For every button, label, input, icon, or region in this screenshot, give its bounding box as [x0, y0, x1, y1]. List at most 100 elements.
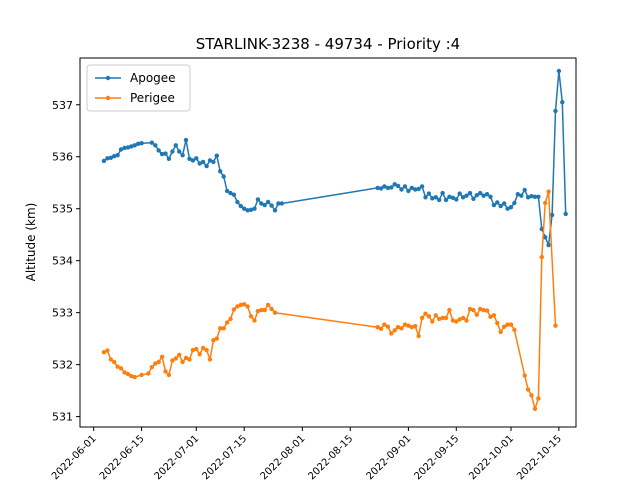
- perigee-point: [484, 308, 490, 313]
- perigee-point: [115, 364, 120, 369]
- apogee-point: [207, 158, 213, 163]
- perigee-point: [187, 357, 192, 362]
- perigee-point: [272, 310, 278, 315]
- apogee-point: [139, 141, 144, 146]
- apogee-point: [156, 148, 161, 153]
- apogee-point: [276, 201, 281, 206]
- perigee-point: [231, 307, 237, 312]
- apogee-point: [183, 137, 189, 143]
- perigee-point: [488, 314, 493, 319]
- apogee-point: [399, 187, 404, 192]
- perigee-point: [437, 316, 442, 322]
- perigee-point: [112, 359, 117, 365]
- perigee-point: [546, 189, 551, 194]
- apogee-point: [125, 145, 131, 150]
- perigee-point: [433, 313, 438, 318]
- apogee-point: [132, 143, 137, 148]
- perigee-point: [430, 319, 435, 324]
- apogee-point: [242, 206, 247, 211]
- apogee-point: [105, 156, 110, 161]
- perigee-point: [211, 338, 216, 343]
- perigee-point: [177, 352, 182, 357]
- perigee-point: [512, 327, 517, 332]
- apogee-point: [248, 207, 254, 212]
- y-tick-label: 533: [52, 307, 73, 320]
- perigee-point: [146, 371, 151, 376]
- y-tick-label: 536: [52, 151, 73, 164]
- apogee-point: [235, 199, 240, 205]
- legend-item-apogee: Apogee: [95, 71, 176, 85]
- perigee-point: [262, 307, 267, 313]
- apogee-point: [440, 190, 445, 196]
- apogee-point: [218, 169, 223, 174]
- perigee-point: [460, 315, 466, 321]
- apogee-point: [409, 185, 414, 191]
- perigee-point: [505, 322, 510, 327]
- perigee-point: [156, 359, 161, 365]
- series-apogee: [101, 68, 568, 248]
- y-tick-label: 534: [52, 255, 73, 268]
- apogee-point: [204, 163, 209, 169]
- perigee-point: [502, 324, 507, 329]
- perigee-point: [265, 302, 271, 308]
- apogee-point: [112, 154, 117, 159]
- apogee-point: [532, 194, 538, 199]
- perigee-point: [105, 348, 110, 353]
- chart-title: STARLINK-3238 - 49734 - Priority :4: [196, 35, 460, 53]
- perigee-point: [467, 306, 473, 312]
- apogee-point: [481, 193, 486, 198]
- apogee-point: [259, 201, 264, 206]
- perigee-point: [413, 324, 418, 329]
- y-tick-label: 531: [52, 411, 73, 424]
- perigee-point: [532, 406, 538, 411]
- perigee-point: [416, 333, 421, 339]
- apogee-point: [238, 203, 243, 209]
- apogee-point: [200, 159, 206, 165]
- apogee-point: [460, 195, 466, 200]
- perigee-point: [423, 311, 428, 316]
- apogee-point: [454, 197, 459, 202]
- apogee-point: [252, 206, 257, 211]
- apogee-point: [488, 194, 493, 199]
- apogee-point: [563, 211, 568, 217]
- apogee-point: [443, 197, 449, 203]
- perigee-point: [478, 306, 483, 312]
- apogee-point: [416, 186, 421, 192]
- apogee-point: [437, 197, 442, 203]
- legend-label-apogee: Apogee: [130, 71, 176, 85]
- perigee-point: [269, 306, 274, 312]
- perigee-point: [464, 318, 469, 323]
- perigee-point: [529, 393, 534, 398]
- perigee-point: [392, 328, 397, 333]
- apogee-point: [159, 151, 165, 157]
- apogee-point: [426, 191, 432, 196]
- apogee-point: [187, 156, 192, 161]
- apogee-point: [231, 192, 237, 197]
- plot-area: [101, 68, 568, 411]
- apogee-point: [211, 159, 216, 165]
- apogee-point: [170, 149, 175, 154]
- apogee-point: [118, 147, 124, 152]
- perigee-point: [224, 320, 230, 325]
- apogee-point: [502, 201, 507, 206]
- apogee-point: [272, 208, 278, 213]
- perigee-point: [450, 318, 456, 323]
- perigee-point: [457, 317, 462, 322]
- apogee-point: [556, 68, 562, 74]
- apogee-point: [173, 143, 178, 148]
- apogee-point: [457, 191, 462, 196]
- apogee-point: [512, 200, 517, 206]
- perigee-point: [190, 347, 196, 353]
- apogee-point: [115, 153, 120, 158]
- apogee-point: [378, 186, 384, 191]
- perigee-point: [139, 372, 144, 378]
- perigee-point: [214, 336, 219, 341]
- perigee-point: [129, 373, 134, 379]
- perigee-point: [553, 323, 558, 328]
- perigee-point: [389, 331, 394, 336]
- perigee-point: [406, 323, 411, 328]
- apogee-point: [129, 144, 134, 149]
- apogee-point: [402, 184, 408, 189]
- legend: Apogee Perigee: [86, 64, 191, 112]
- perigee-point: [522, 373, 527, 378]
